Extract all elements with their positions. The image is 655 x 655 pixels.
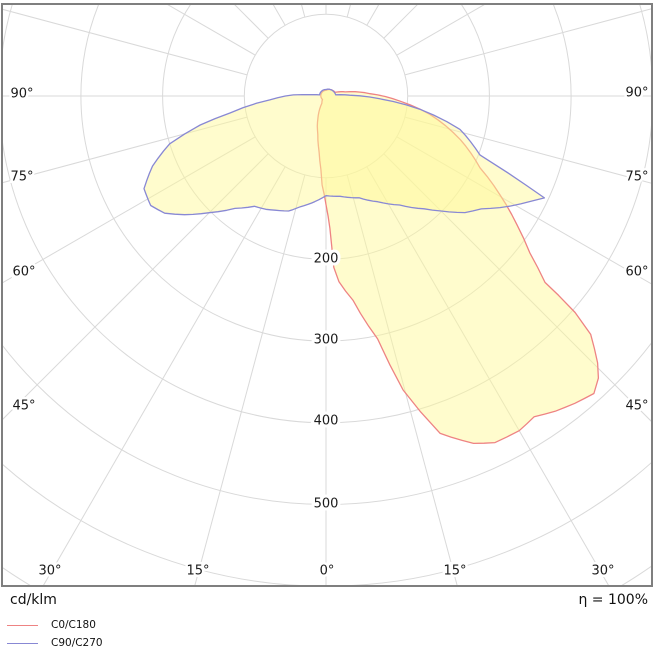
angle-label: 90° bbox=[625, 86, 648, 101]
angle-label: 90° bbox=[10, 87, 33, 102]
angle-label: 60° bbox=[625, 265, 648, 280]
legend: C0/C180 C90/C270 bbox=[7, 616, 103, 652]
angle-label: 75° bbox=[625, 170, 648, 185]
angle-label: 75° bbox=[10, 170, 33, 185]
angle-label: 15° bbox=[443, 564, 466, 579]
grid-radial-line bbox=[366, 166, 610, 586]
angle-label: 15° bbox=[186, 564, 209, 579]
legend-item-c0-c180: C0/C180 bbox=[7, 616, 103, 634]
ring-label: 400 bbox=[314, 414, 339, 429]
legend-swatch-c0-c180 bbox=[7, 624, 38, 626]
grid-radial-line bbox=[2, 116, 248, 184]
legend-label-c90-c270: C90/C270 bbox=[51, 637, 103, 649]
chart-frame bbox=[1, 3, 653, 587]
grid-radial-line bbox=[396, 136, 652, 285]
grid-radial-line bbox=[194, 174, 306, 586]
grid-radial-line bbox=[2, 136, 256, 284]
angle-label: 30° bbox=[591, 564, 614, 579]
angle-label: 60° bbox=[12, 265, 35, 280]
grid-radial-line bbox=[2, 153, 269, 421]
grid-radial-line bbox=[42, 166, 286, 586]
legend-item-c90-c270: C90/C270 bbox=[7, 634, 103, 652]
grid-radial-line bbox=[2, 8, 248, 76]
legend-swatch-c90-c270 bbox=[7, 642, 38, 644]
grid-radial-line bbox=[383, 153, 652, 423]
legend-label-c0-c180: C0/C180 bbox=[51, 619, 96, 631]
angle-label: 30° bbox=[38, 564, 61, 579]
grid-radial-line bbox=[346, 4, 352, 18]
grid-radial-line bbox=[404, 8, 652, 76]
efficiency-label: η = 100% bbox=[578, 592, 648, 608]
grid-radial-line bbox=[404, 116, 652, 184]
angle-label: 45° bbox=[625, 399, 648, 414]
unit-label: cd/klm bbox=[10, 592, 57, 608]
grid-radial-line bbox=[165, 4, 256, 56]
angle-label: 45° bbox=[12, 399, 35, 414]
curve-c90-c270 bbox=[143, 88, 546, 216]
grid-radial-line bbox=[396, 4, 487, 56]
grid-radial-line bbox=[346, 174, 458, 586]
ring-label: 500 bbox=[314, 497, 339, 512]
angle-label: 0° bbox=[320, 564, 335, 579]
grid-radial-line bbox=[300, 4, 306, 18]
ring-label: 300 bbox=[314, 333, 339, 348]
ring-label: 200 bbox=[314, 252, 339, 267]
